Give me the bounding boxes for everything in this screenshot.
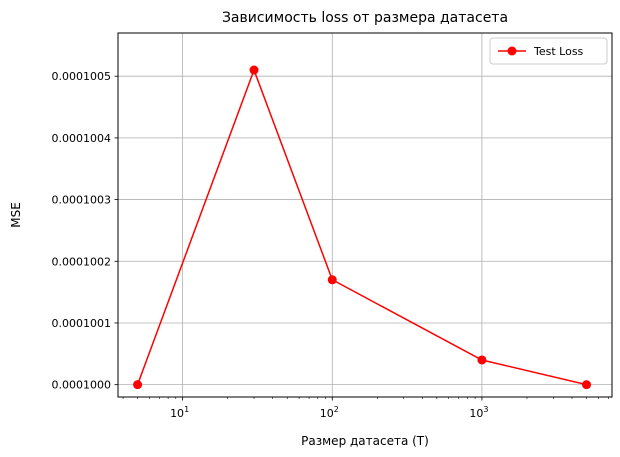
x-tick-label: 102: [320, 405, 339, 420]
legend-label: Test Loss: [533, 45, 584, 58]
y-axis-label: MSE: [9, 202, 23, 228]
data-point: [477, 355, 487, 365]
chart-title: Зависимость loss от размера датасета: [222, 10, 508, 26]
legend: Test Loss: [489, 37, 608, 65]
plot-background: [118, 33, 612, 397]
data-point: [327, 275, 337, 285]
legend-marker: [507, 46, 517, 56]
series-layer: [133, 65, 592, 390]
y-tick-label: 0.0001005: [52, 70, 112, 83]
y-tick-label: 0.0001003: [52, 194, 112, 207]
y-tick-label: 0.0001002: [52, 255, 112, 268]
y-tick-label: 0.0001001: [52, 317, 112, 330]
grid: [118, 33, 612, 397]
legend-box: [489, 37, 608, 65]
plot-frame: [117, 32, 613, 398]
y-axis-ticks: 0.0001000 0.0001001 0.0001002 0.0001003 0.00…: [52, 70, 118, 392]
y-tick-label: 0.0001000: [52, 379, 112, 392]
x-axis-label: Размер датасета (T): [301, 434, 429, 448]
data-point: [249, 65, 259, 75]
y-tick-label: 0.0001004: [52, 132, 112, 145]
x-axis-ticks: 101 102 103: [170, 397, 488, 420]
x-tick-label: 101: [170, 405, 189, 420]
x-tick-label: 103: [469, 405, 488, 420]
data-point: [133, 380, 143, 390]
data-point: [582, 380, 592, 390]
